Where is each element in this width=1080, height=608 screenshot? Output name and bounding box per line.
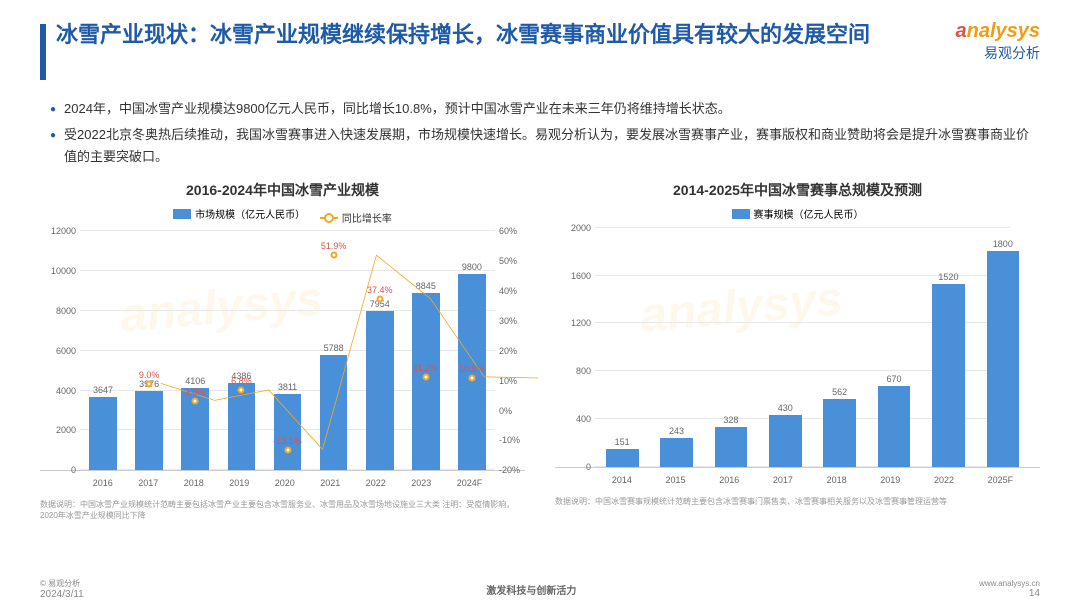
chart-industry-scale: 2016-2024年中国冰雪产业规模 市场规模（亿元人民币） 同比增长率 020… <box>40 180 525 521</box>
footer-right: www.analysys.cn 14 <box>979 579 1040 599</box>
footer: © 易观分析 2024/3/11 激发科技与创新活力 www.analysys.… <box>40 578 1040 600</box>
chart2-plot: 0400800120016002000151243328430562670152… <box>555 228 1040 468</box>
logo-text: analysys <box>955 20 1040 43</box>
chart1-legend: 市场规模（亿元人民币） 同比增长率 <box>40 206 525 225</box>
legend-bar-swatch <box>732 209 750 219</box>
footer-center: 激发科技与创新活力 <box>486 582 576 597</box>
page-title: 冰雪产业现状：冰雪产业规模继续保持增长，冰雪赛事商业价值具有较大的发展空间 <box>56 20 935 51</box>
chart2-title: 2014-2025年中国冰雪赛事总规模及预测 <box>555 180 1040 200</box>
chart-event-scale: 2014-2025年中国冰雪赛事总规模及预测 赛事规模（亿元人民币） 04008… <box>555 180 1040 521</box>
footer-left: © 易观分析 2024/3/11 <box>40 578 84 600</box>
chart2-note: 数据说明：中国冰雪赛事规模统计范畴主要包含冰雪赛事门票售卖、冰雪赛事相关服务以及… <box>555 496 1040 507</box>
chart1-note: 数据说明：中国冰雪产业规模统计范畴主要包括冰雪产业主要包含冰雪服务业、冰雪用品及… <box>40 499 525 521</box>
legend-line-swatch <box>320 217 338 219</box>
charts-row: 2016-2024年中国冰雪产业规模 市场规模（亿元人民币） 同比增长率 020… <box>0 180 1080 521</box>
bullet-item: 受2022北京冬奥热后续推动，我国冰雪赛事进入快速发展期，市场规模快速增长。易观… <box>50 124 1030 168</box>
header: 冰雪产业现状：冰雪产业规模继续保持增长，冰雪赛事商业价值具有较大的发展空间 an… <box>0 0 1080 90</box>
logo: analysys 易观分析 <box>955 20 1040 63</box>
chart1-title: 2016-2024年中国冰雪产业规模 <box>40 180 525 200</box>
title-accent-bar <box>40 24 46 80</box>
bullet-item: 2024年，中国冰雪产业规模达9800亿元人民币，同比增长10.8%，预计中国冰… <box>50 98 1030 120</box>
logo-subtitle: 易观分析 <box>955 43 1040 63</box>
chart1-plot: 020004000600080001000012000-20%-10%0%10%… <box>40 231 525 471</box>
bullet-list: 2024年，中国冰雪产业规模达9800亿元人民币，同比增长10.8%，预计中国冰… <box>0 90 1080 180</box>
chart2-legend: 赛事规模（亿元人民币） <box>555 206 1040 222</box>
legend-bar-swatch <box>173 209 191 219</box>
